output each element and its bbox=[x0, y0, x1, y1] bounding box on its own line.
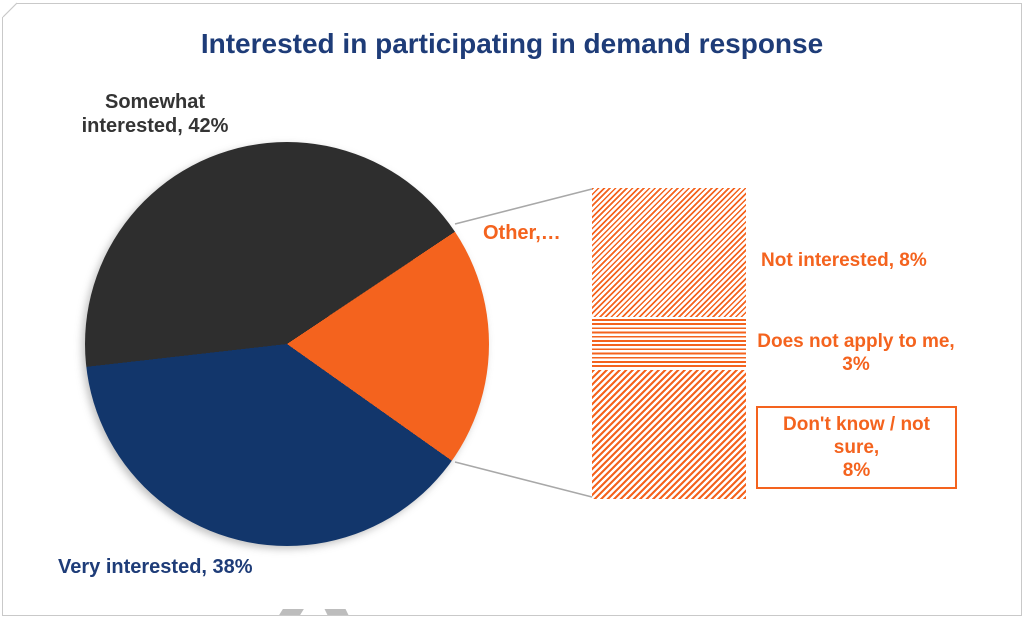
pie-chart bbox=[85, 142, 489, 546]
connector-line-bottom bbox=[454, 461, 593, 498]
bar-segment-diagonal-up-fine bbox=[592, 188, 746, 318]
bar-label-does-not-apply: Does not apply to me, 3% bbox=[757, 331, 955, 375]
pie-label-other: Other,… bbox=[483, 222, 561, 244]
bar-label-dont-know-boxed: Don't know / not sure, 8% bbox=[756, 406, 957, 489]
connector-line-top bbox=[454, 188, 593, 225]
watermark-fragment bbox=[279, 609, 304, 615]
bar-label-not-interested: Not interested, 8% bbox=[761, 250, 927, 271]
bar-segment-horizontal bbox=[592, 319, 746, 368]
pie-label-somewhat-interested: Somewhat interested, 42% bbox=[81, 91, 229, 137]
chart-title: Interested in participating in demand re… bbox=[200, 28, 824, 59]
watermark-fragment bbox=[324, 609, 349, 615]
bar-segment-diagonal-up-bold bbox=[592, 369, 746, 499]
breakout-bar bbox=[592, 188, 746, 499]
corner-fold bbox=[0, 0, 17, 17]
pie-label-very-interested: Very interested, 38% bbox=[58, 556, 253, 578]
